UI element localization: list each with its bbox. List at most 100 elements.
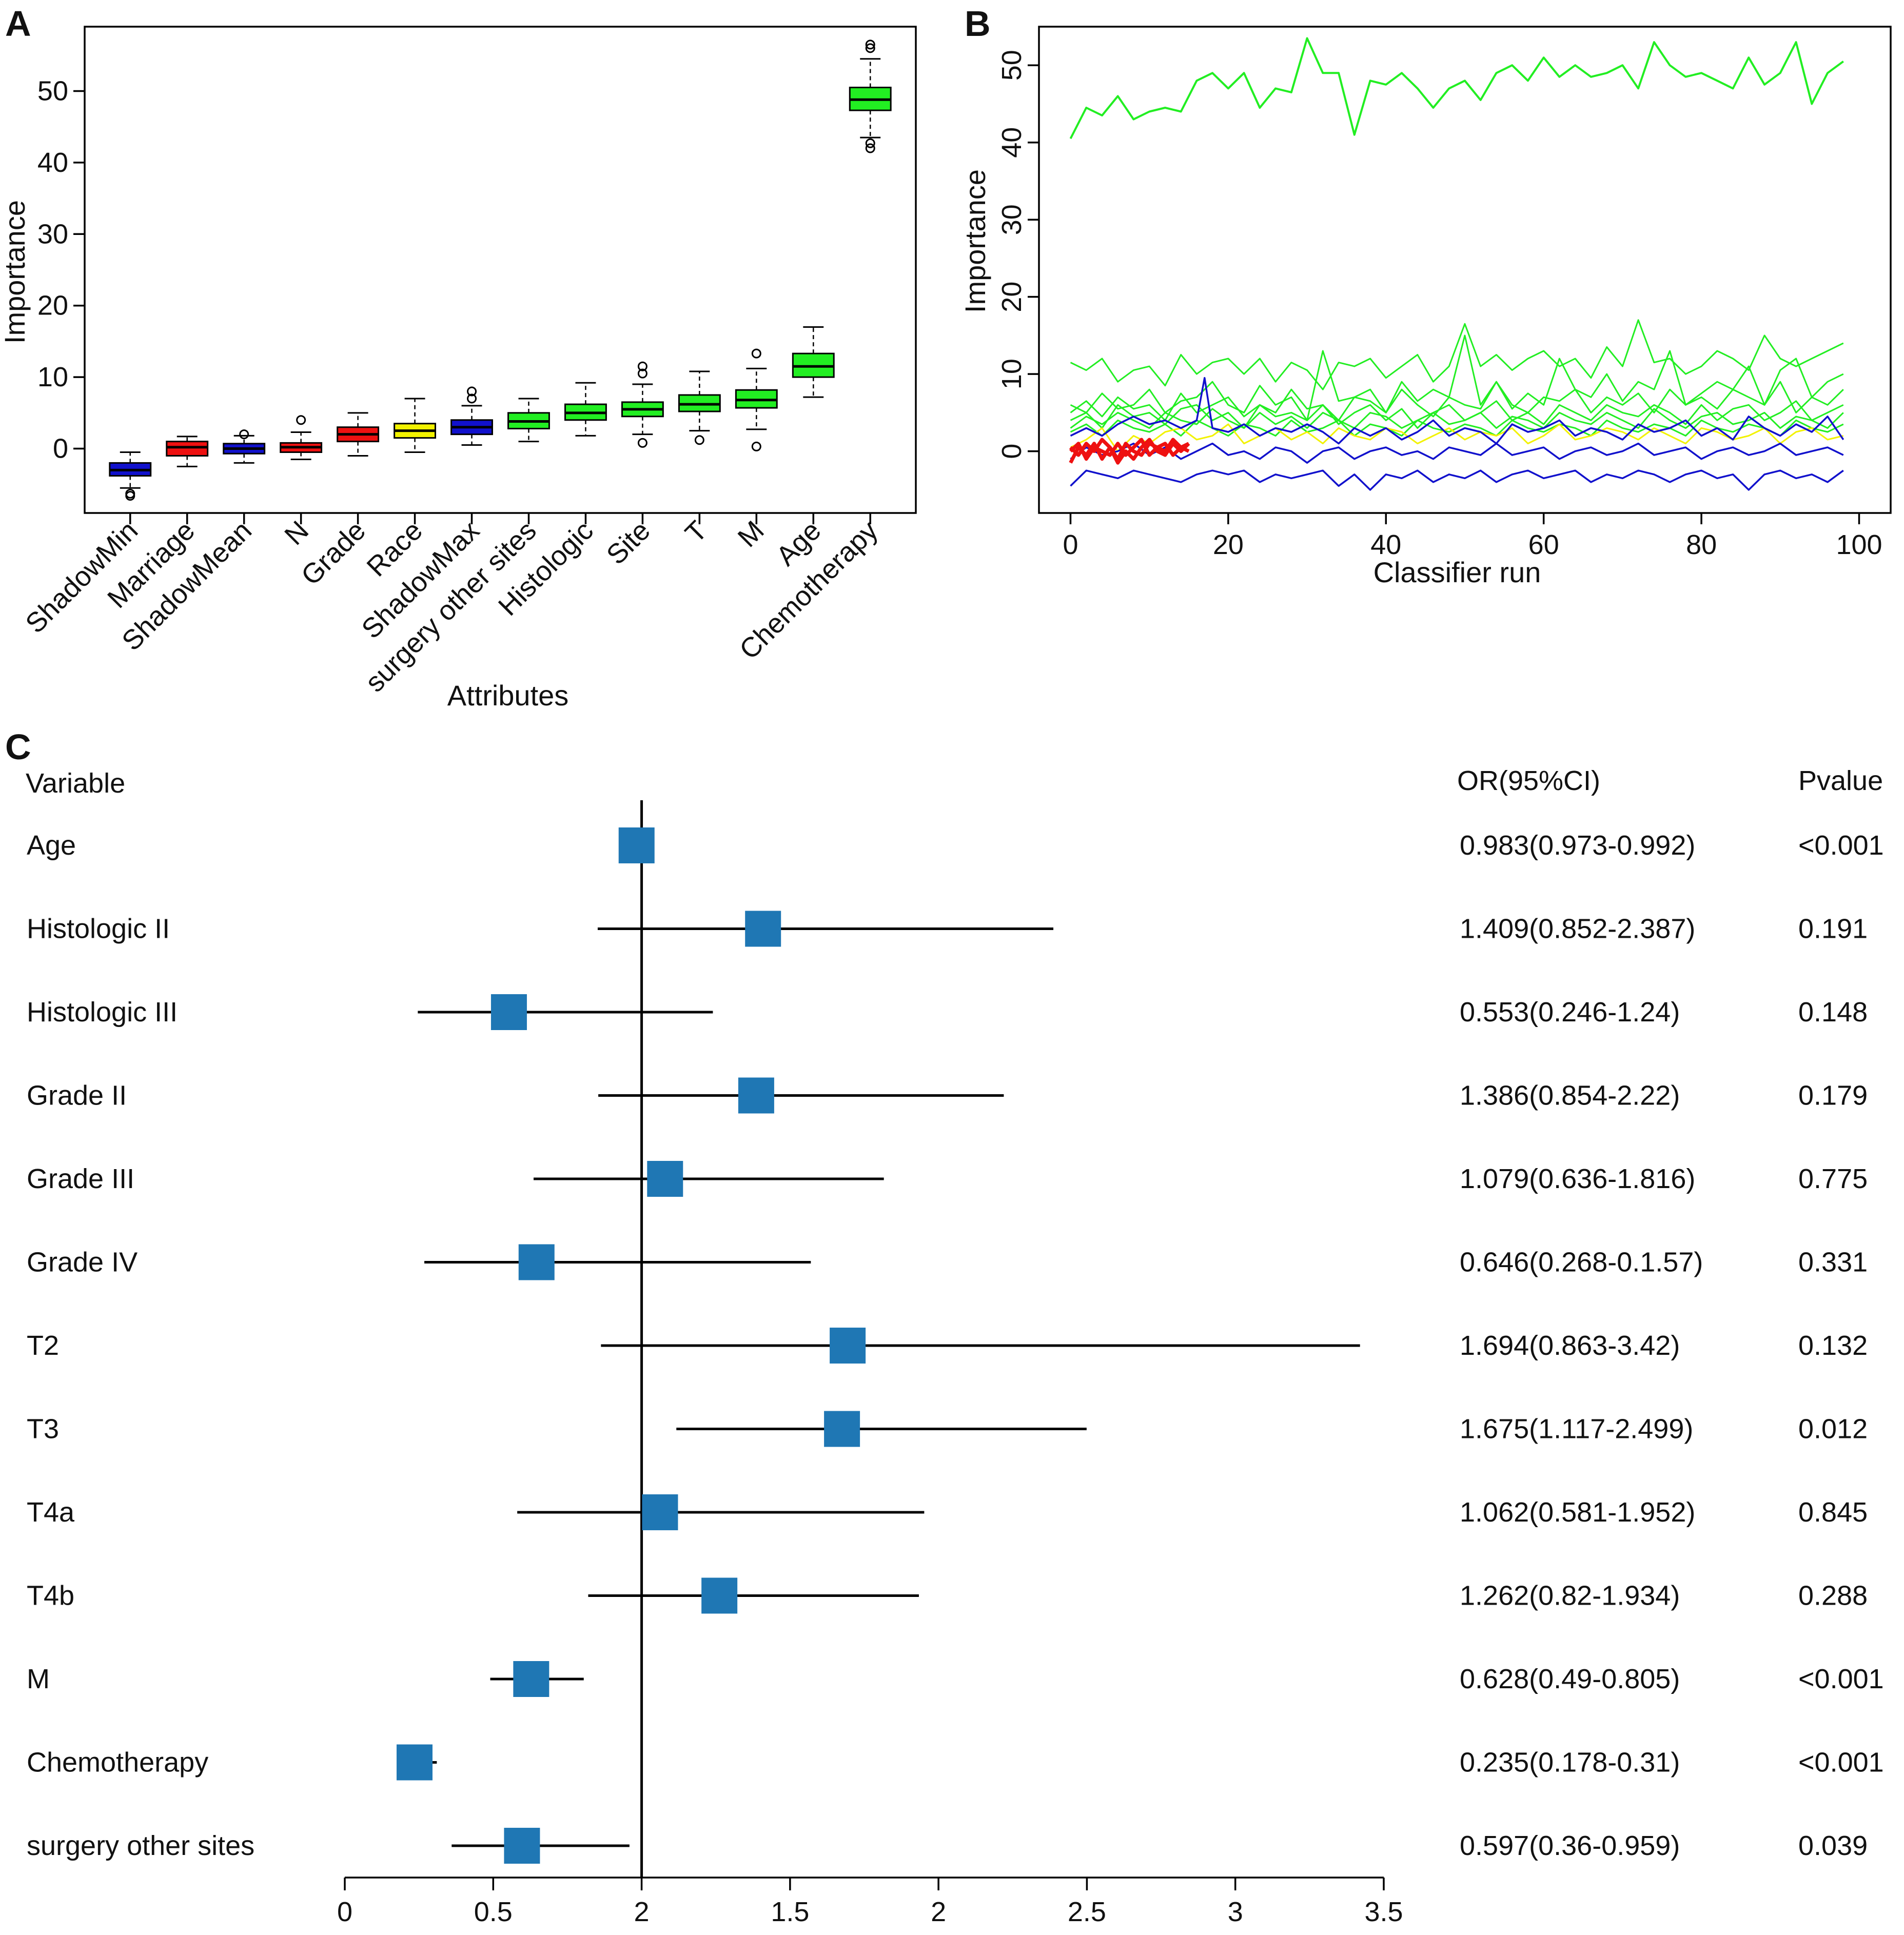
b-y-tick-label: 10: [996, 359, 1027, 389]
c-or-square: [647, 1161, 683, 1197]
c-row-or-text: 1.262(0.82-1.934): [1460, 1581, 1680, 1611]
c-row-variable: Grade IV: [27, 1247, 138, 1278]
c-or-square: [513, 1661, 549, 1697]
b-series-line-10: [1070, 469, 1844, 491]
a-outlier: [125, 491, 135, 501]
a-y-tick-label: 10: [37, 362, 68, 392]
b-series-line-13: [1069, 438, 1190, 461]
c-row-variable: T3: [27, 1414, 59, 1445]
c-row-variable: surgery other sites: [27, 1830, 254, 1861]
a-y-tick-label: 40: [37, 147, 68, 178]
b-series-line-9: [1070, 442, 1844, 464]
a-box: [166, 441, 209, 457]
c-row-variable: Grade II: [27, 1080, 127, 1111]
c-row-pvalue: 0.288: [1798, 1581, 1868, 1611]
c-row-or-text: 1.062(0.581-1.952): [1460, 1497, 1695, 1528]
c-row-pvalue: 0.845: [1798, 1497, 1868, 1528]
a-outlier: [865, 40, 875, 50]
c-row-or-text: 0.597(0.36-0.959): [1460, 1830, 1680, 1861]
c-row-or-text: 0.983(0.973-0.992): [1460, 830, 1695, 861]
a-outlier: [296, 415, 306, 425]
b-series-line-8: [1070, 377, 1844, 445]
a-y-tick-label: 20: [37, 290, 68, 321]
c-row-or-text: 1.694(0.863-3.42): [1460, 1330, 1680, 1361]
forest-header-or: OR(95%CI): [1457, 765, 1600, 796]
a-outlier: [637, 438, 647, 448]
b-series-line-2: [1070, 334, 1844, 421]
c-row-pvalue: 0.012: [1798, 1414, 1868, 1445]
b-y-tick-label: 50: [996, 50, 1027, 81]
b-series-line-1: [1070, 319, 1844, 390]
panel-a-letter: A: [5, 4, 31, 44]
panel-b-y-axis-label: Importance: [959, 169, 991, 313]
b-series-line-12: [1069, 438, 1190, 461]
b-y-tick-label: 30: [996, 204, 1027, 235]
c-or-square: [745, 911, 781, 947]
c-row-variable: M: [27, 1664, 50, 1694]
c-row-pvalue: 0.775: [1798, 1163, 1868, 1194]
panel-c-rows: Age 0.983(0.973-0.992) <0.001 Histologic II…: [27, 800, 1884, 1878]
c-row-pvalue: 0.179: [1798, 1080, 1868, 1111]
c-or-square: [824, 1411, 860, 1447]
c-row-pvalue: 0.132: [1798, 1330, 1868, 1361]
c-or-square: [738, 1077, 774, 1114]
forest-header-pvalue: Pvalue: [1798, 765, 1883, 796]
a-y-tick-label: 50: [37, 75, 68, 106]
panel-a-y-axis-label: Importance: [0, 200, 31, 344]
panel-a-boxplot: A 0 10 20 30 40 50 ShadowMinMarriageShadowMea…: [0, 4, 917, 712]
panel-c-letter: C: [5, 727, 31, 767]
c-row-variable: T2: [27, 1330, 59, 1361]
panel-b-x-axis: 0 20 40 60 80 100: [1063, 513, 1882, 560]
b-x-tick-label: 0: [1063, 529, 1078, 560]
b-y-tick-label: 0: [996, 444, 1027, 459]
c-row-pvalue: 0.331: [1798, 1247, 1868, 1278]
c-row-pvalue: 0.191: [1798, 914, 1868, 944]
a-outlier: [694, 435, 704, 445]
c-row-pvalue: 0.039: [1798, 1830, 1868, 1861]
b-x-tick-label: 20: [1213, 529, 1244, 560]
c-row-variable: Age: [27, 830, 76, 861]
a-outlier: [467, 386, 477, 397]
c-or-square: [701, 1577, 738, 1614]
b-series-line-4: [1070, 400, 1844, 429]
panel-b-lineplot: B 0 10 20 30 40 50 0 20 40 60 80 100 Importance Cl…: [959, 4, 1892, 588]
b-y-tick-label: 20: [996, 282, 1027, 312]
panel-c-forest-plot: C Variable OR(95%CI) Pvalue Age 0.983(0.9…: [5, 727, 1884, 1927]
b-x-tick-label: 60: [1528, 529, 1559, 560]
c-row-or-text: 0.628(0.49-0.805): [1460, 1664, 1680, 1694]
c-x-tick-label: 1.5: [771, 1897, 809, 1927]
b-y-tick-label: 40: [996, 127, 1027, 158]
a-outlier: [865, 143, 875, 153]
b-series-line-7: [1070, 423, 1844, 452]
a-x-tick-label: T: [679, 515, 713, 549]
b-series-line-3: [1070, 381, 1844, 421]
a-x-tick-label: M: [732, 515, 770, 553]
c-x-tick-label: 2: [931, 1897, 946, 1927]
a-x-tick-label: Site: [601, 515, 656, 570]
c-x-tick-label: 0: [337, 1897, 352, 1927]
c-row-pvalue: <0.001: [1798, 1664, 1884, 1694]
c-or-square: [518, 1244, 555, 1280]
c-row-or-text: 0.646(0.268-0.1.57): [1460, 1247, 1703, 1278]
b-series-line-0: [1069, 37, 1844, 140]
a-outlier: [865, 138, 875, 148]
b-x-tick-label: 80: [1686, 529, 1717, 560]
a-x-tick-label: Grade: [296, 515, 372, 591]
a-outlier: [637, 361, 647, 371]
c-row-or-text: 0.553(0.246-1.24): [1460, 997, 1680, 1028]
c-or-square: [504, 1828, 540, 1864]
a-y-tick-label: 0: [53, 433, 68, 464]
c-row-variable: Histologic III: [27, 997, 178, 1028]
a-outlier: [239, 429, 249, 440]
a-x-tick-label: N: [279, 515, 315, 551]
panel-b-y-axis: 0 10 20 30 40 50: [996, 50, 1039, 459]
a-outlier: [865, 43, 875, 53]
c-row-variable: Grade III: [27, 1163, 134, 1194]
c-or-square: [642, 1494, 678, 1530]
panel-a-y-axis: 0 10 20 30 40 50: [37, 75, 85, 464]
a-y-tick-label: 30: [37, 219, 68, 249]
c-or-square: [490, 994, 527, 1030]
panel-a-x-axis-label: Attributes: [447, 679, 569, 712]
c-row-pvalue: 0.148: [1798, 997, 1868, 1028]
